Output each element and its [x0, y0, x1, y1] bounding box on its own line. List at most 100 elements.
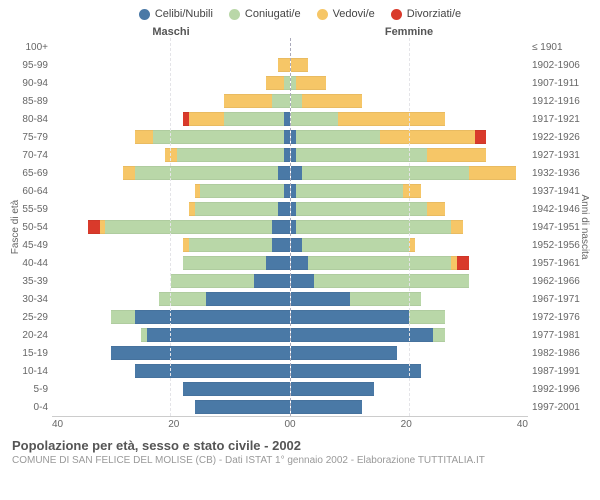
x-tick: 40 — [52, 419, 63, 430]
bar-segment — [291, 400, 362, 414]
bar-row — [52, 75, 290, 91]
bar-segment — [469, 166, 517, 180]
birth-tick: 1972-1976 — [532, 312, 588, 323]
bar-segment — [111, 310, 135, 324]
bar-segment — [284, 76, 290, 90]
age-tick: 25-29 — [12, 312, 48, 323]
birth-tick: 1962-1966 — [532, 276, 588, 287]
bar-segment — [254, 274, 290, 288]
birth-tick: ≤ 1901 — [532, 42, 588, 53]
bar-segment — [272, 94, 290, 108]
bar-segment — [183, 256, 266, 270]
legend-label: Vedovi/e — [333, 8, 375, 20]
bar-row — [52, 327, 290, 343]
bar-segment — [135, 166, 278, 180]
x-axis: 40200 02040 — [52, 416, 528, 430]
birth-tick: 1997-2001 — [532, 402, 588, 413]
y-axis-right-label: Anni di nascita — [579, 194, 590, 259]
bar-segment — [302, 166, 468, 180]
legend-item: Celibi/Nubili — [139, 8, 213, 20]
bar-segment — [284, 148, 290, 162]
female-header: Femmine — [290, 26, 528, 38]
bar-row — [52, 57, 290, 73]
x-tick: 40 — [517, 419, 528, 430]
legend-swatch — [391, 9, 402, 20]
legend-label: Divorziati/e — [407, 8, 461, 20]
bar-segment — [278, 58, 290, 72]
bar-segment — [308, 256, 451, 270]
bar-row — [52, 201, 290, 217]
bar-segment — [291, 166, 303, 180]
plot-area — [52, 38, 528, 416]
birth-tick: 1967-1971 — [532, 294, 588, 305]
bar-segment — [195, 400, 290, 414]
bar-segment — [284, 130, 290, 144]
bar-segment — [433, 328, 445, 342]
bar-segment — [105, 220, 271, 234]
bar-segment — [403, 184, 421, 198]
age-tick: 85-89 — [12, 96, 48, 107]
bar-row — [52, 291, 290, 307]
x-tick: 20 — [168, 419, 179, 430]
bar-segment — [475, 130, 487, 144]
birth-tick: 1982-1986 — [532, 348, 588, 359]
birth-tick: 1927-1931 — [532, 150, 588, 161]
bar-segment — [284, 184, 290, 198]
age-tick: 100+ — [12, 42, 48, 53]
x-tick: 0 — [290, 419, 296, 430]
age-tick: 35-39 — [12, 276, 48, 287]
bar-segment — [284, 112, 290, 126]
bar-segment — [189, 112, 225, 126]
x-axis-left: 40200 — [52, 419, 290, 430]
age-tick: 0-4 — [12, 402, 48, 413]
bar-segment — [278, 202, 290, 216]
male-side — [52, 38, 291, 416]
legend-swatch — [139, 9, 150, 20]
age-tick: 40-44 — [12, 258, 48, 269]
legend: Celibi/NubiliConiugati/eVedovi/eDivorzia… — [12, 8, 588, 20]
age-tick: 30-34 — [12, 294, 48, 305]
age-tick: 20-24 — [12, 330, 48, 341]
birth-tick: 1917-1921 — [532, 114, 588, 125]
age-tick: 80-84 — [12, 114, 48, 125]
age-tick: 65-69 — [12, 168, 48, 179]
bar-segment — [291, 328, 434, 342]
age-tick: 10-14 — [12, 366, 48, 377]
legend-swatch — [317, 9, 328, 20]
x-tick: 20 — [401, 419, 412, 430]
bar-segment — [165, 148, 177, 162]
bar-segment — [195, 202, 278, 216]
gridline — [409, 38, 410, 416]
bar-segment — [350, 292, 421, 306]
bar-segment — [451, 220, 463, 234]
footer: Popolazione per età, sesso e stato civil… — [12, 438, 588, 466]
bar-segment — [291, 292, 350, 306]
bar-row — [52, 273, 290, 289]
bar-segment — [123, 166, 135, 180]
bar-segment — [302, 94, 361, 108]
age-tick: 70-74 — [12, 150, 48, 161]
legend-label: Celibi/Nubili — [155, 8, 213, 20]
bar-segment — [200, 184, 283, 198]
bar-segment — [291, 346, 398, 360]
age-tick: 5-9 — [12, 384, 48, 395]
chart-container: Celibi/NubiliConiugati/eVedovi/eDivorzia… — [0, 0, 600, 500]
bar-row — [52, 345, 290, 361]
bar-segment — [177, 148, 284, 162]
bar-segment — [206, 292, 289, 306]
male-header: Maschi — [52, 26, 290, 38]
birth-tick: 1922-1926 — [532, 132, 588, 143]
bar-row — [52, 129, 290, 145]
bar-segment — [88, 220, 100, 234]
bar-segment — [189, 238, 272, 252]
birth-tick: 1902-1906 — [532, 60, 588, 71]
bar-segment — [224, 94, 272, 108]
legend-item: Divorziati/e — [391, 8, 461, 20]
legend-swatch — [229, 9, 240, 20]
bar-segment — [291, 238, 303, 252]
bar-row — [52, 183, 290, 199]
chart-title: Popolazione per età, sesso e stato civil… — [12, 438, 588, 453]
age-tick: 75-79 — [12, 132, 48, 143]
bar-segment — [296, 148, 427, 162]
bar-segment — [296, 184, 403, 198]
